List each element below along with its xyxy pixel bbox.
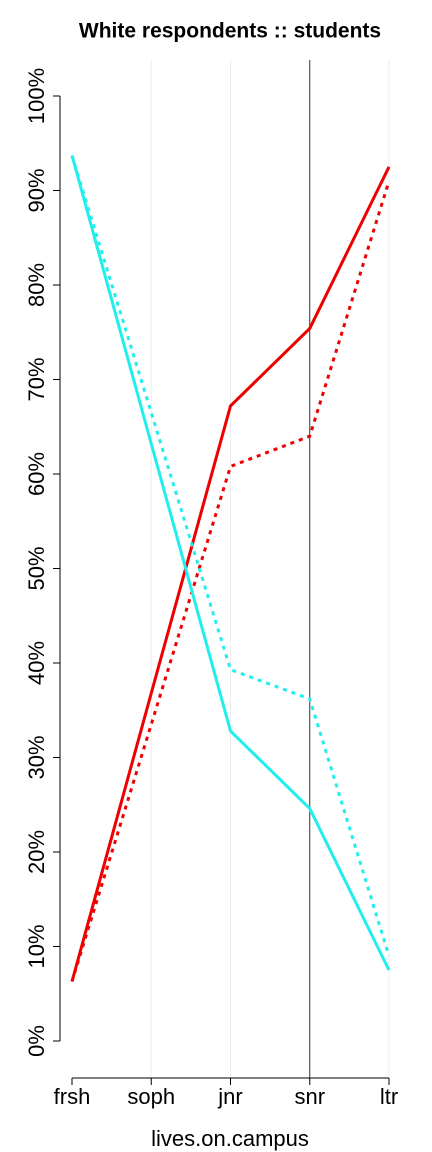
- x-tick-label: snr: [294, 1084, 325, 1109]
- x-tick-label: soph: [127, 1084, 175, 1109]
- line-series: [70, 166, 391, 982]
- y-tick-label: 30%: [24, 735, 49, 779]
- y-tick-label: 50%: [24, 546, 49, 590]
- y-tick-label: 10%: [24, 924, 49, 968]
- line-series: [70, 180, 391, 982]
- y-tick-label: 80%: [24, 263, 49, 307]
- chart-title: White respondents :: students: [79, 20, 381, 43]
- x-axis-label: lives.on.campus: [151, 1126, 309, 1151]
- y-tick-label: 100%: [24, 68, 49, 124]
- x-tick-label: jnr: [217, 1084, 242, 1109]
- line-series: [70, 155, 391, 957]
- x-tick-label: frsh: [54, 1084, 91, 1109]
- y-tick-label: 40%: [24, 641, 49, 685]
- y-tick-label: 60%: [24, 452, 49, 496]
- y-tick-label: 0%: [24, 1025, 49, 1057]
- y-tick-label: 70%: [24, 357, 49, 401]
- y-tick-label: 90%: [24, 168, 49, 212]
- line-series: [70, 155, 391, 971]
- x-tick-label: ltr: [380, 1084, 398, 1109]
- y-tick-label: 20%: [24, 830, 49, 874]
